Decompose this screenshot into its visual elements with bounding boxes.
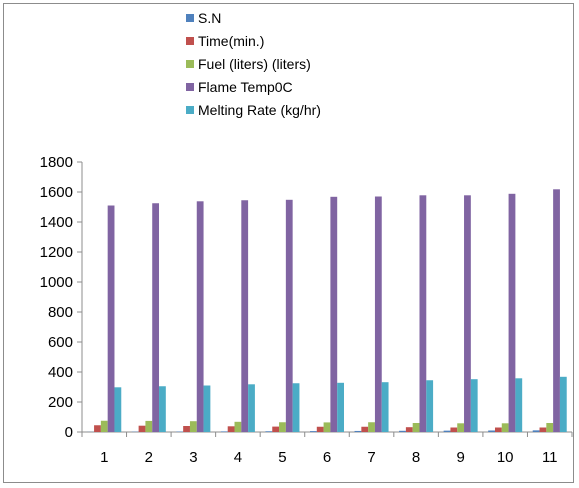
bar [152,203,160,432]
legend-swatch [186,60,194,68]
bar [227,426,235,432]
x-tick-label: 2 [145,449,153,466]
bar [285,199,293,432]
x-tick-label: 1 [100,449,108,466]
legend-swatch [186,106,194,114]
bar [107,205,115,432]
bar [508,193,516,432]
bar [183,426,190,432]
bar [546,423,554,432]
x-tick-label: 11 [542,449,558,466]
bar [196,201,204,432]
x-tick-label: 9 [456,449,464,466]
bar [399,430,406,432]
bar [145,420,153,432]
bar [470,379,478,432]
bar [381,382,389,432]
bar [515,378,523,432]
bar [94,425,101,432]
legend-label: Melting Rate (kg/hr) [198,102,321,118]
legend-swatch [186,14,194,22]
x-tick-label: 3 [189,449,197,466]
legend-label: Time(min.) [198,33,264,49]
x-tick-label: 10 [497,449,514,466]
bar [532,430,540,432]
y-tick-label: 200 [48,394,73,411]
bar [292,383,300,432]
bar [559,376,567,432]
y-axis: 0 200 400 600 800 1000 1200 1400 1600 1800 [40,154,83,441]
legend: S.N Time(min.) Fuel (liters) (liters) Flame… [186,10,321,118]
legend-swatch [186,83,194,91]
x-axis: 1 2 3 4 5 6 7 8 9 10 11 [81,431,573,466]
bar [241,200,249,432]
y-tick-label: 0 [65,424,73,441]
bar [272,426,280,432]
bar [316,426,324,432]
y-tick-label: 1000 [40,274,73,291]
bar [323,422,331,432]
bar [368,422,375,432]
y-tick-label: 400 [48,364,73,381]
bar [488,430,495,432]
bar [412,423,420,432]
bar [494,427,502,432]
bar [501,423,509,432]
x-tick-label: 7 [367,449,375,466]
bar [361,426,369,432]
bar [220,431,228,432]
bar [203,385,211,432]
bar [457,423,465,432]
bar [426,380,434,432]
bar-chart: S.N Time(min.) Fuel (liters) (liters) Flame… [40,10,573,466]
bar [234,421,242,432]
y-tick-label: 600 [48,334,73,351]
legend-label: Fuel (liters) (liters) [198,56,311,72]
y-tick-label: 800 [48,304,73,321]
bar [189,421,197,432]
bar [138,425,146,432]
bar [310,431,317,432]
bar [450,427,458,432]
x-tick-label: 4 [234,449,242,466]
bars [87,189,567,432]
x-tick-label: 6 [323,449,331,466]
bar [248,384,255,432]
y-tick-label: 1800 [40,154,73,171]
bar [405,427,413,432]
bar [354,430,362,432]
bar [553,189,560,432]
bar [159,386,166,432]
legend-label: Flame Temp0C [198,79,293,95]
bar [374,196,382,432]
y-tick-label: 1200 [40,244,73,261]
bar [464,195,471,432]
chart-frame: S.N Time(min.) Fuel (liters) (liters) Flame… [3,3,574,483]
bar [100,420,108,432]
x-tick-label: 8 [412,449,420,466]
legend-swatch [186,37,194,45]
bar [265,431,273,432]
y-tick-label: 1400 [40,214,73,231]
bar [114,387,122,432]
bar [443,430,451,432]
bar [330,196,338,432]
bar [279,422,286,432]
legend-label: S.N [198,10,221,26]
x-tick-label: 5 [278,449,286,466]
y-tick-label: 1600 [40,184,73,201]
bar [419,195,427,432]
bar [337,382,344,432]
bar [539,427,547,432]
